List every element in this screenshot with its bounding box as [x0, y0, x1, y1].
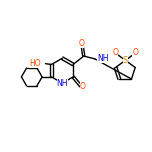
Text: O: O	[79, 39, 84, 48]
Text: O: O	[80, 81, 86, 91]
Text: S: S	[123, 56, 128, 65]
Text: HO: HO	[29, 59, 41, 68]
Text: O: O	[113, 48, 118, 57]
Text: NH: NH	[97, 54, 109, 63]
Text: NH: NH	[57, 79, 68, 88]
Text: O: O	[132, 48, 138, 57]
